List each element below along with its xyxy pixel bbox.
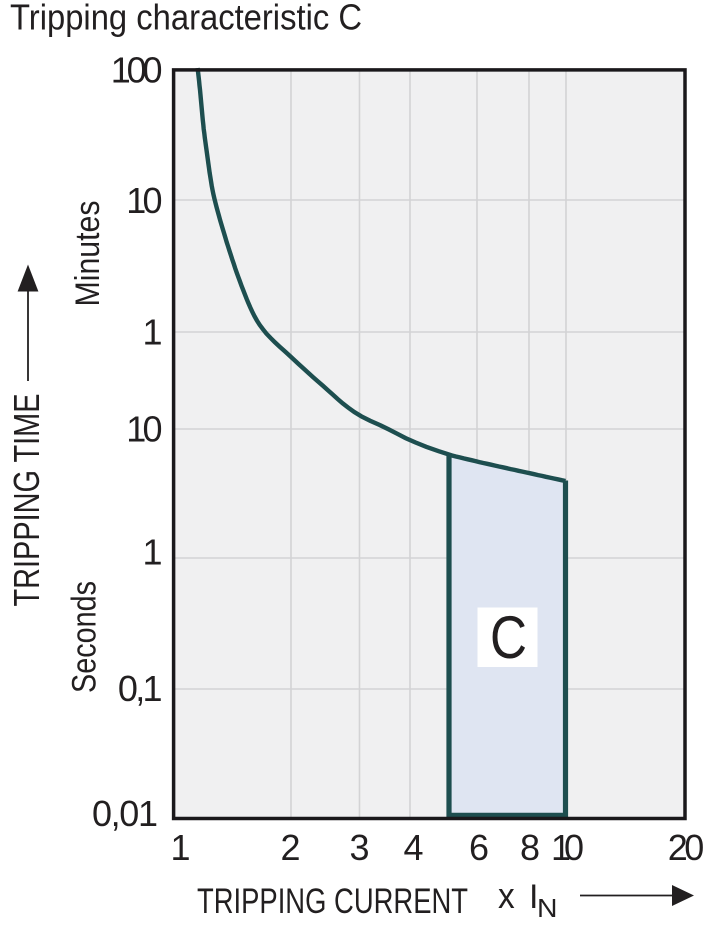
svg-text:I: I xyxy=(529,878,538,916)
svg-text:TRIPPING TIME: TRIPPING TIME xyxy=(6,394,47,607)
svg-text:TRIPPING CURRENT: TRIPPING CURRENT xyxy=(197,882,468,921)
svg-text:10: 10 xyxy=(126,408,162,449)
svg-text:100: 100 xyxy=(111,49,163,90)
svg-text:4: 4 xyxy=(403,827,423,868)
svg-text:8: 8 xyxy=(520,827,540,868)
svg-text:N: N xyxy=(537,893,558,923)
svg-text:1: 1 xyxy=(142,532,162,573)
svg-text:C: C xyxy=(490,604,527,671)
svg-text:0,01: 0,01 xyxy=(92,793,158,834)
svg-text:0,1: 0,1 xyxy=(118,668,163,709)
svg-text:10: 10 xyxy=(126,180,162,221)
svg-text:2: 2 xyxy=(280,827,300,868)
svg-text:6: 6 xyxy=(469,827,489,868)
svg-text:x: x xyxy=(498,875,515,916)
svg-text:Seconds: Seconds xyxy=(65,581,103,693)
svg-text:3: 3 xyxy=(349,827,369,868)
svg-text:10: 10 xyxy=(551,827,584,868)
svg-text:1: 1 xyxy=(142,311,162,352)
svg-text:Tripping characteristic C: Tripping characteristic C xyxy=(10,0,362,38)
svg-text:20: 20 xyxy=(668,827,705,868)
svg-text:Minutes: Minutes xyxy=(69,201,107,307)
svg-text:1: 1 xyxy=(170,827,190,868)
